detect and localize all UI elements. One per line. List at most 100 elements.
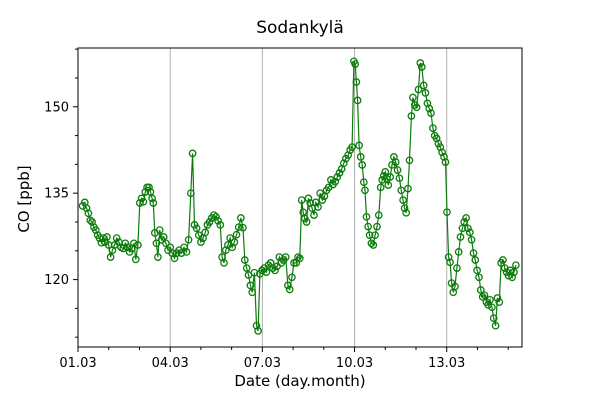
data-point-marker [390,153,398,161]
data-point-marker [212,212,220,221]
data-point-marker [464,224,472,233]
data-point-marker [348,143,356,151]
data-point-marker [252,321,261,330]
data-point-marker [384,181,393,189]
data-point-marker [506,266,515,275]
data-point-marker [271,266,279,275]
x-tick-label: 13.03 [428,356,465,371]
data-point-marker [362,212,371,221]
data-point-marker [429,124,437,132]
data-point-marker [489,314,498,323]
data-point-marker [262,268,271,276]
data-point-marker [154,253,162,261]
data-point-marker [327,176,335,184]
data-point-marker [216,221,225,229]
data-point-marker [311,198,320,207]
data-point-marker [404,184,412,193]
data-point-marker [467,235,476,244]
data-point-marker [465,228,474,237]
data-point-marker [427,109,435,117]
data-point-marker [358,161,367,169]
data-point-marker [361,186,369,195]
data-point-marker [226,234,234,242]
data-point-marker [419,81,428,90]
data-point-marker [391,158,400,166]
x-tick-label: 04.03 [152,356,189,371]
data-point-marker [339,159,348,168]
plot-border [77,47,523,348]
data-point-marker [295,254,304,263]
data-point-marker [246,281,255,290]
data-point-marker [493,294,502,302]
data-point-marker [302,218,311,226]
data-point-marker [486,295,494,304]
data-point-marker [381,168,390,176]
data-point-marker [365,231,374,240]
data-point-marker [232,230,241,239]
data-point-marker [230,238,239,246]
data-point-marker [475,273,483,282]
data-point-marker [369,241,378,249]
data-point-marker [310,211,318,219]
data-point-marker [460,218,469,226]
data-point-marker [97,238,106,247]
data-point-marker [290,259,298,267]
data-point-marker [409,93,417,102]
data-point-marker [373,222,381,231]
data-point-marker [188,149,197,158]
data-point-marker [106,253,115,261]
data-point-marker [512,261,520,270]
data-point-marker [86,216,95,225]
data-point-marker [333,173,342,181]
data-point-marker [318,196,327,204]
data-point-marker [209,211,218,219]
data-point-marker [258,266,266,275]
x-tick-label: 07.03 [244,356,281,371]
data-point-marker [91,226,100,234]
data-point-marker [488,303,496,312]
data-point-marker [462,214,470,222]
data-point-marker [186,189,195,198]
data-point-marker [162,239,170,248]
data-point-marker [423,99,432,108]
chart-title: Sodankylä [256,18,344,38]
data-point-marker [145,183,153,192]
data-point-marker [508,273,517,282]
data-point-marker [414,85,423,94]
data-point-marker [499,256,507,264]
data-point-marker [456,233,465,241]
data-point-marker [471,256,480,264]
data-point-marker [395,174,404,183]
data-point-marker [297,196,306,204]
data-point-marker [82,204,91,213]
data-point-marker [480,291,489,300]
data-point-marker [112,234,121,242]
data-point-marker [149,199,158,207]
data-point-marker [248,288,257,297]
data-point-marker [134,241,142,249]
data-point-marker [234,223,243,232]
y-axis-label: CO [ppb] [15,165,33,233]
data-point-marker [451,282,459,291]
data-point-marker [402,208,411,217]
data-point-marker [331,177,340,186]
data-point-marker [407,112,416,120]
data-point-marker [288,273,296,282]
data-point-marker [378,176,387,184]
data-point-marker [359,178,368,187]
data-point-marker [444,253,453,261]
data-point-marker [432,134,441,143]
data-point-marker [400,204,409,213]
data-point-marker [397,186,406,195]
data-point-marker [353,96,362,105]
data-point-marker [281,253,290,261]
data-point-marker [436,143,445,151]
data-point-marker [352,78,361,86]
data-point-marker [205,218,214,226]
data-point-marker [495,298,504,306]
data-point-marker [417,63,426,71]
data-point-marker [443,208,451,217]
data-point-marker [478,293,487,301]
